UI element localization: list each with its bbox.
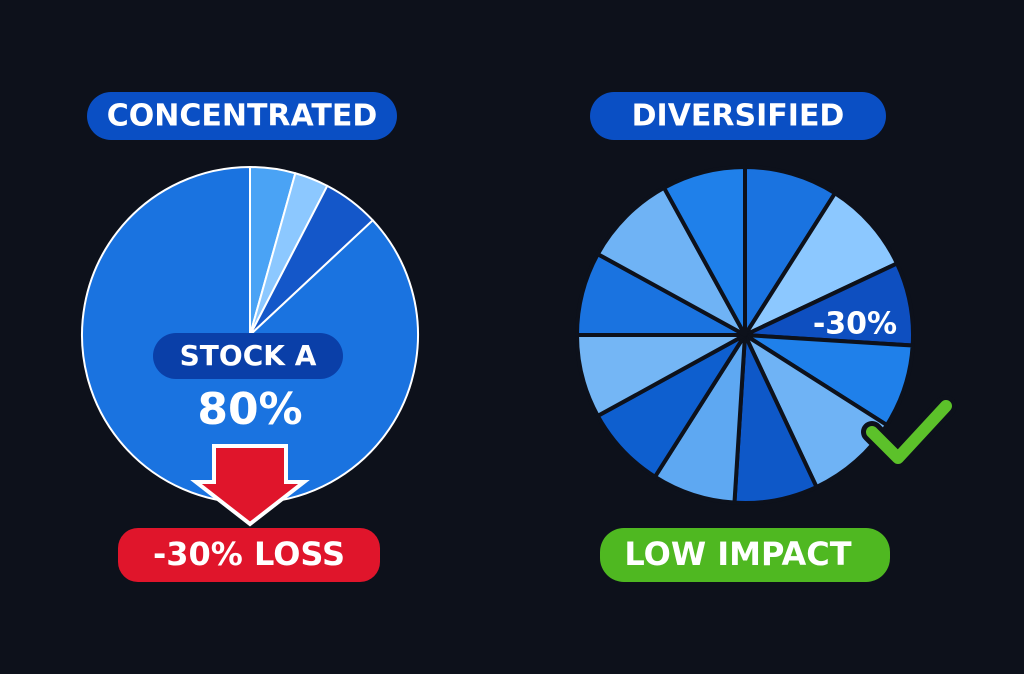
title-pill (590, 92, 886, 140)
pies (81, 165, 915, 505)
down-arrow (190, 444, 310, 527)
annotation: LOW IMPACT (624, 535, 851, 573)
loss-pill (118, 528, 380, 582)
pie-slice (662, 165, 747, 337)
chart-title: DIVERSIFIED (632, 99, 845, 134)
check-icon (866, 400, 952, 464)
value-label: 80% (197, 384, 302, 435)
title-pill (87, 92, 397, 140)
chart-title: CONCENTRATED (107, 99, 378, 134)
slice-label: STOCK A (180, 339, 317, 372)
label-pill (153, 333, 343, 379)
impact-pill (600, 528, 890, 582)
slice-annotation: -30% (813, 307, 897, 342)
annotation: -30% LOSS (153, 535, 345, 573)
